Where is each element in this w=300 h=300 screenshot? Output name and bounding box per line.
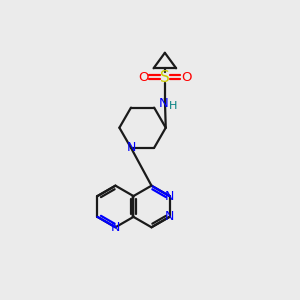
Text: O: O bbox=[181, 71, 191, 84]
Text: N: N bbox=[165, 210, 174, 224]
Text: N: N bbox=[111, 221, 120, 234]
Text: S: S bbox=[160, 70, 170, 85]
Text: H: H bbox=[169, 101, 177, 111]
Text: N: N bbox=[159, 98, 169, 110]
Text: O: O bbox=[138, 71, 149, 84]
Text: N: N bbox=[126, 141, 136, 154]
Text: N: N bbox=[165, 190, 174, 202]
